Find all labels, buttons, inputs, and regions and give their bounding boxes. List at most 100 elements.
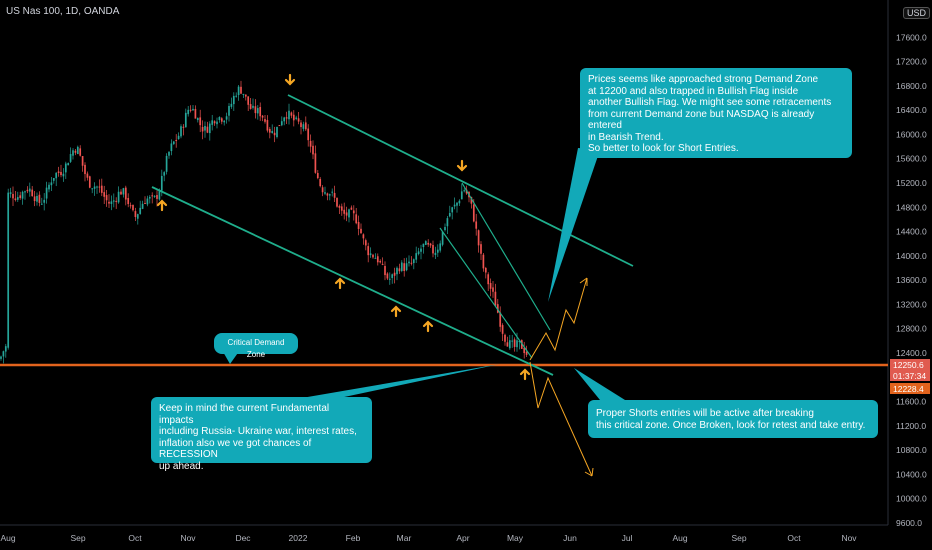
- channel-upper-line[interactable]: [287, 94, 634, 267]
- candle-body: [127, 198, 130, 205]
- candle-body: [506, 342, 509, 347]
- candle-body: [98, 186, 101, 188]
- arrow-down-icon: [284, 73, 296, 86]
- candle-body: [417, 251, 420, 255]
- candle-body: [340, 206, 343, 211]
- arrow-up-icon: [422, 320, 434, 333]
- candle-body: [333, 192, 336, 198]
- candle-body: [7, 192, 10, 348]
- arrow-up-icon: [334, 277, 346, 290]
- candle-body: [273, 132, 276, 136]
- candle-body: [79, 148, 82, 156]
- currency-badge[interactable]: USD: [903, 7, 931, 19]
- candle-body: [213, 121, 216, 124]
- candle-body: [525, 351, 528, 355]
- candle-body: [472, 204, 475, 222]
- candle-body: [513, 339, 516, 347]
- last-price-tag: 12250.6: [890, 359, 930, 370]
- y-tick-label-12: 12800.0: [896, 324, 927, 334]
- callout-top: Prices seems like approached strong Dema…: [580, 68, 852, 158]
- flag-upper-line[interactable]: [461, 182, 551, 331]
- y-tick-label-1: 17200.0: [896, 57, 927, 67]
- price-axis[interactable]: 17600.0 17200.0 16800.0 16400.0 16000.0 15600…: [896, 32, 927, 528]
- candle-body: [220, 118, 223, 122]
- x-tick-label-9: May: [507, 533, 524, 543]
- y-tick-label-9: 14000.0: [896, 251, 927, 261]
- candle-body: [302, 124, 305, 129]
- flag-lower-line[interactable]: [439, 227, 533, 359]
- y-tick-label-3: 16400.0: [896, 105, 927, 115]
- candle-body: [223, 120, 226, 123]
- candle-body: [482, 254, 485, 269]
- candle-body: [264, 119, 266, 122]
- x-tick-label-10: Jun: [563, 533, 577, 543]
- candle-body: [343, 209, 346, 214]
- candle-body: [268, 128, 271, 133]
- candle-body: [33, 196, 36, 202]
- bearish-projection-path: [529, 361, 593, 477]
- candle-body: [184, 112, 187, 128]
- candle-body: [163, 172, 166, 176]
- candle-body: [280, 121, 283, 126]
- candle-body: [295, 117, 298, 119]
- candle-body: [230, 103, 233, 107]
- candle-body: [504, 334, 506, 342]
- candle-body: [88, 176, 91, 188]
- candle-body: [518, 341, 521, 343]
- candle-body: [338, 206, 341, 208]
- candle-body: [489, 283, 492, 289]
- x-tick-label-4: Dec: [235, 533, 251, 543]
- candle-body: [62, 173, 65, 177]
- candle-body: [297, 118, 300, 122]
- candle-body: [400, 262, 403, 271]
- y-tick-label-19: 10000.0: [896, 494, 927, 504]
- candle-body: [177, 135, 180, 140]
- candle-body: [247, 96, 250, 105]
- candle-body: [496, 304, 499, 313]
- candle-body: [424, 241, 427, 245]
- x-tick-label-5: 2022: [289, 533, 308, 543]
- candle-body: [388, 278, 391, 280]
- x-tick-label-1: Sep: [70, 533, 85, 543]
- candle-body: [40, 203, 43, 205]
- candle-body: [12, 193, 14, 199]
- candle-body: [19, 195, 22, 199]
- candle-body: [0, 356, 2, 359]
- candle-body: [372, 254, 374, 258]
- x-tick-label-15: Nov: [841, 533, 857, 543]
- candle-body: [170, 143, 173, 152]
- candle-body: [511, 340, 514, 342]
- candle-body: [451, 207, 454, 213]
- candle-body: [381, 263, 384, 265]
- y-tick-label-4: 16000.0: [896, 129, 927, 139]
- y-tick-label-15: 11600.0: [896, 397, 926, 407]
- bullish-projection-path: [529, 277, 588, 361]
- candle-body: [436, 249, 439, 253]
- candle-body: [74, 150, 77, 153]
- candle-body: [225, 116, 228, 120]
- candle-body: [319, 178, 322, 187]
- candle-body: [266, 120, 269, 131]
- callout-right-pointer: [574, 368, 625, 400]
- channel-lower-line[interactable]: [151, 186, 554, 376]
- candle-body: [235, 95, 238, 97]
- critical-zone-label: Critical Demand Zone: [214, 333, 298, 359]
- callout-top-pointer: [548, 148, 600, 302]
- candle-body: [31, 189, 34, 197]
- candle-body: [484, 267, 487, 273]
- candle-body: [216, 121, 218, 125]
- candle-body: [477, 230, 480, 246]
- callout-left: Keep in mind the current Fundamental imp…: [151, 397, 372, 472]
- candle-body: [9, 192, 12, 194]
- x-tick-label-11: Jul: [622, 533, 633, 543]
- candle-body: [105, 195, 108, 201]
- candle-body: [348, 209, 350, 218]
- candle-body: [136, 214, 139, 219]
- candle-body: [470, 196, 473, 204]
- candle-body: [60, 171, 62, 176]
- candle-body: [100, 185, 103, 193]
- time-axis[interactable]: Aug Sep Oct Nov Dec 2022 Feb Mar Apr May Jun Jul Aug…: [0, 533, 857, 543]
- candle-body: [26, 189, 29, 192]
- symbol-title[interactable]: US Nas 100, 1D, OANDA: [6, 6, 120, 17]
